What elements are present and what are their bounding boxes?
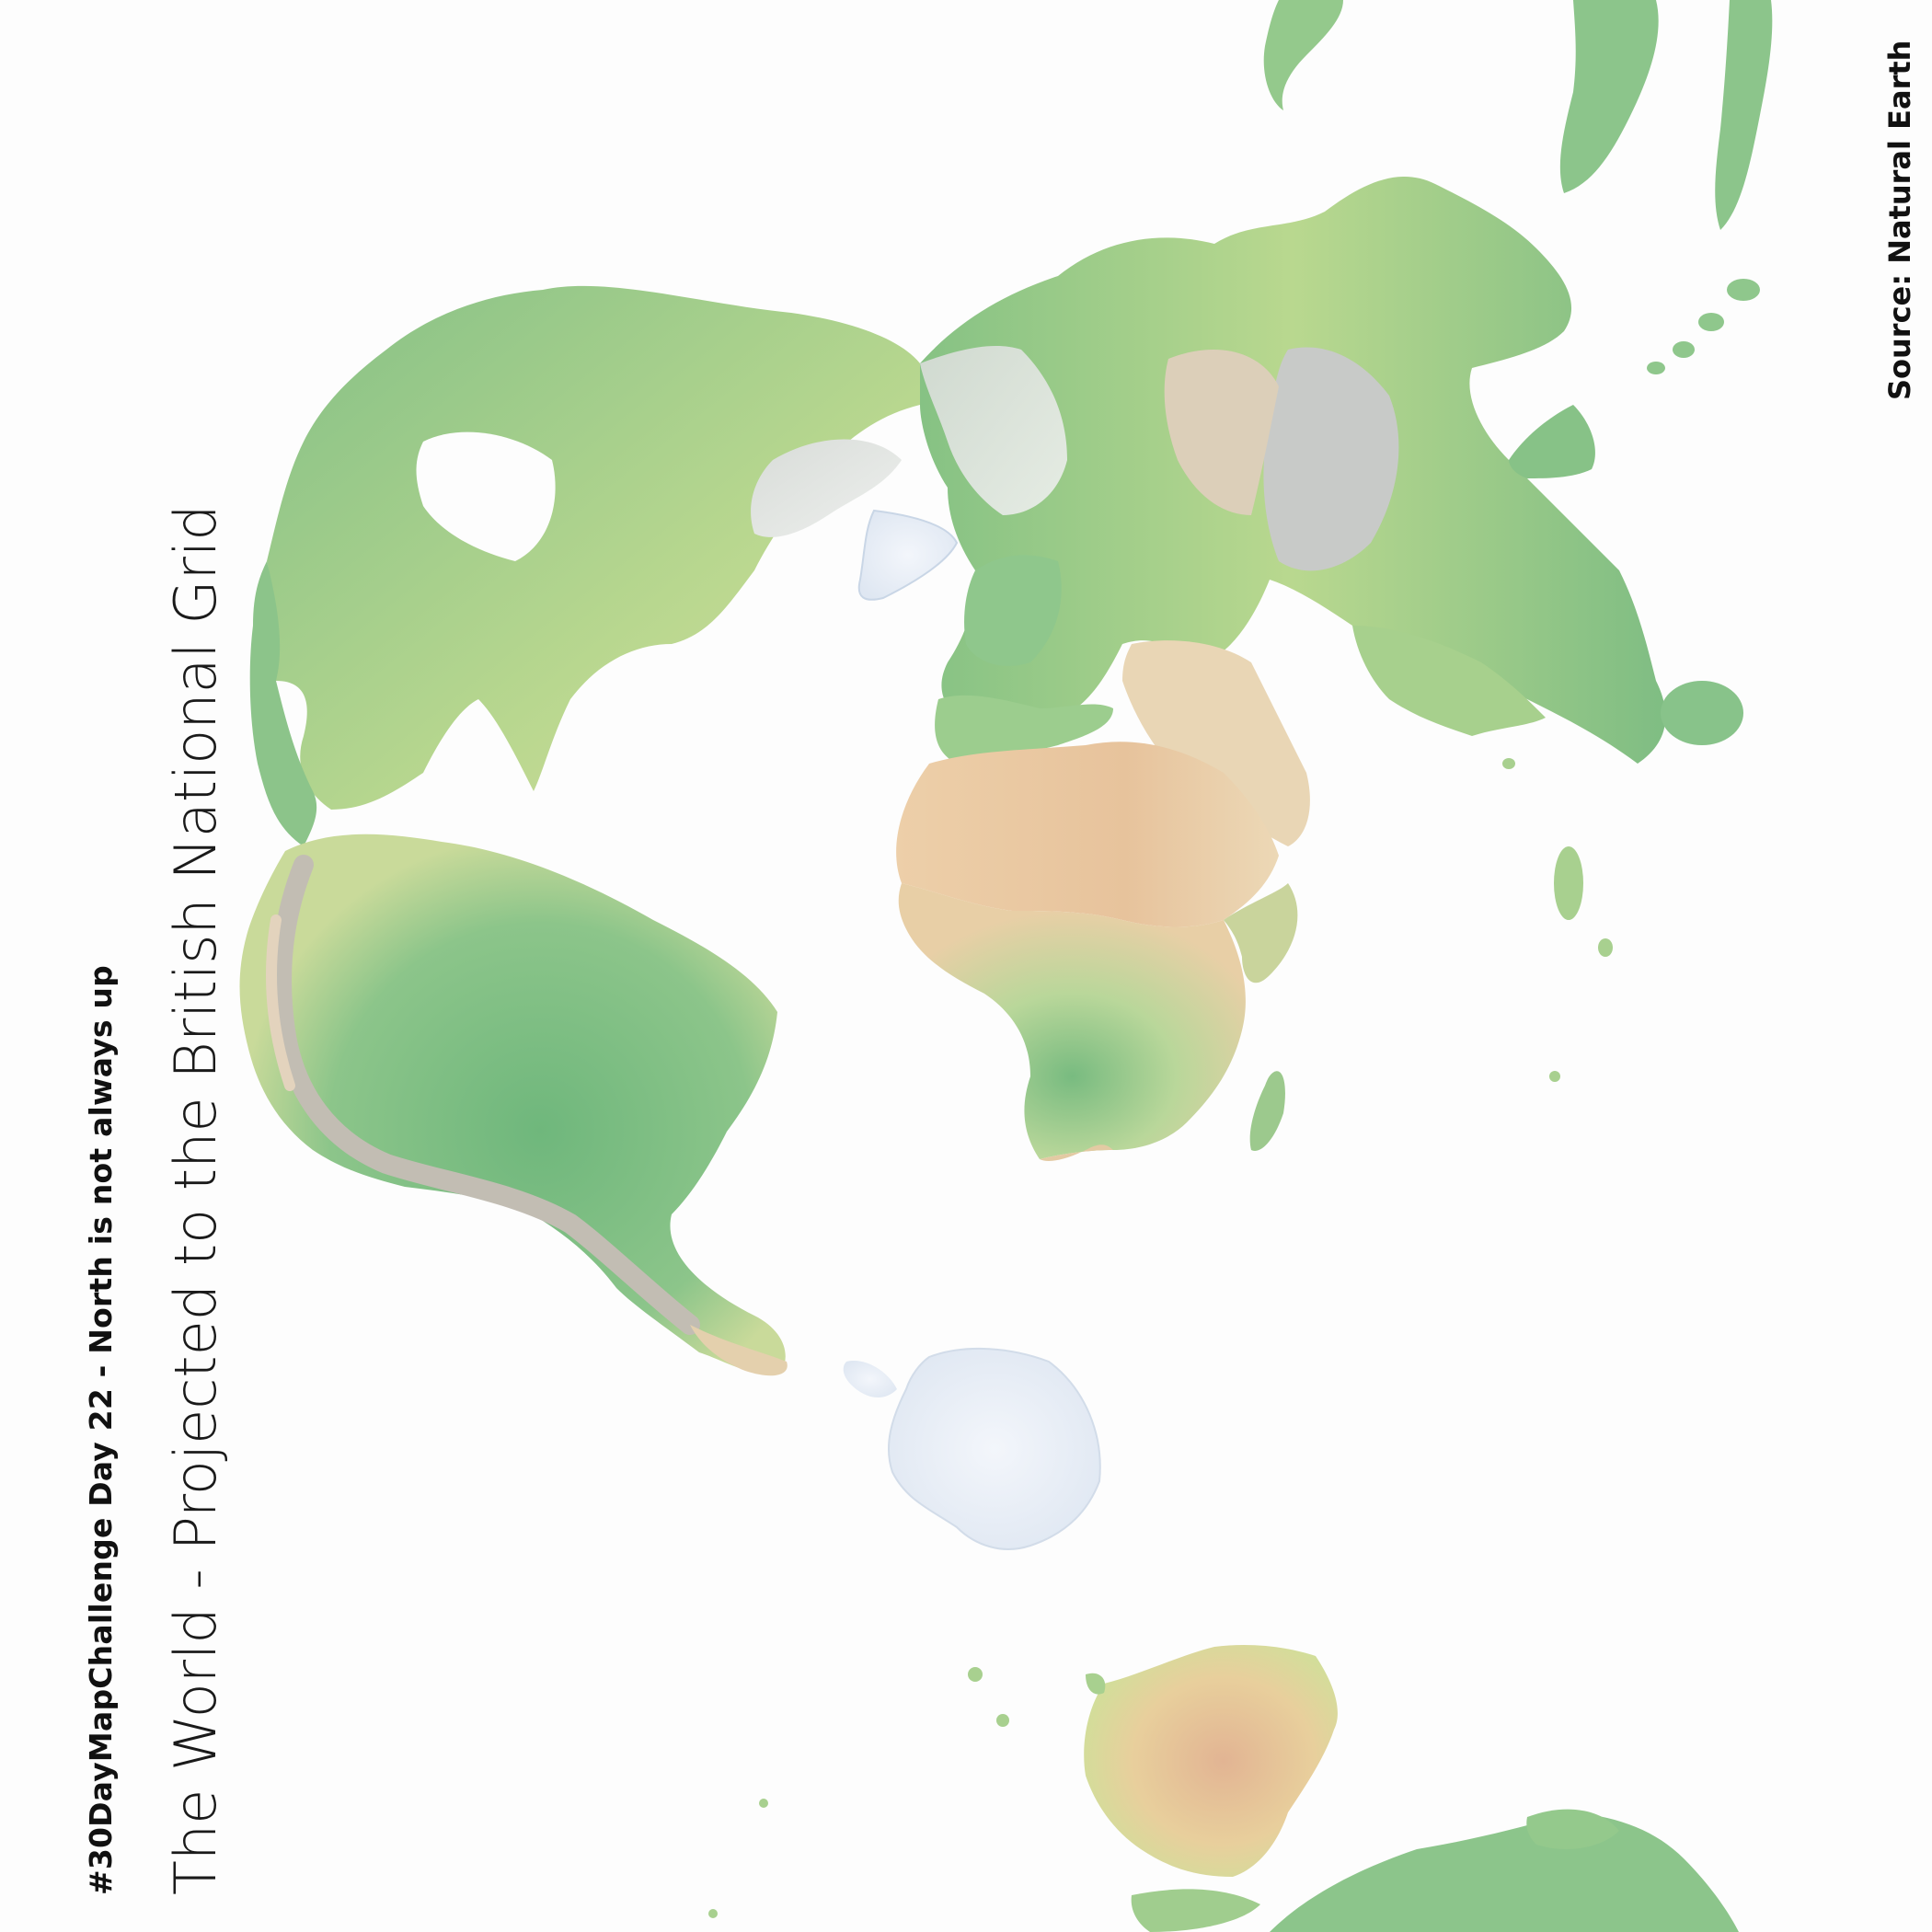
australia — [1084, 1645, 1338, 1877]
map-subtitle: #30DayMapChallenge Day 22 - North is not… — [83, 965, 119, 1895]
africa — [896, 742, 1298, 1161]
south-america — [239, 834, 788, 1376]
pacific-islands — [708, 758, 1613, 1918]
source-credit: Source: Natural Earth — [1882, 40, 1917, 400]
map-title: The World - Projected to the British Nat… — [162, 504, 229, 1895]
maritime-southeast-asia — [1131, 1809, 1739, 1932]
arctic-region — [920, 345, 1067, 515]
eurasia — [920, 0, 1773, 846]
antarctica — [843, 1347, 1101, 1550]
north-america — [249, 285, 959, 846]
